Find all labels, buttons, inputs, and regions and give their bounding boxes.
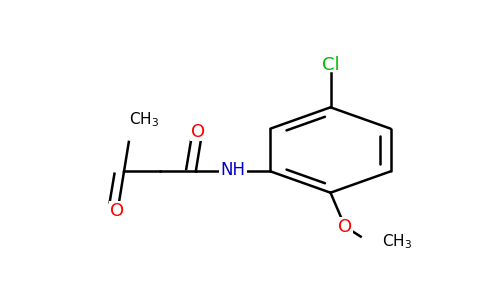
Text: O: O <box>110 202 124 220</box>
Text: CH$_3$: CH$_3$ <box>382 232 412 251</box>
Text: NH: NH <box>221 161 245 179</box>
Text: Cl: Cl <box>322 56 339 74</box>
Text: O: O <box>338 218 352 236</box>
Text: CH$_3$: CH$_3$ <box>129 110 159 129</box>
Text: O: O <box>191 123 205 141</box>
